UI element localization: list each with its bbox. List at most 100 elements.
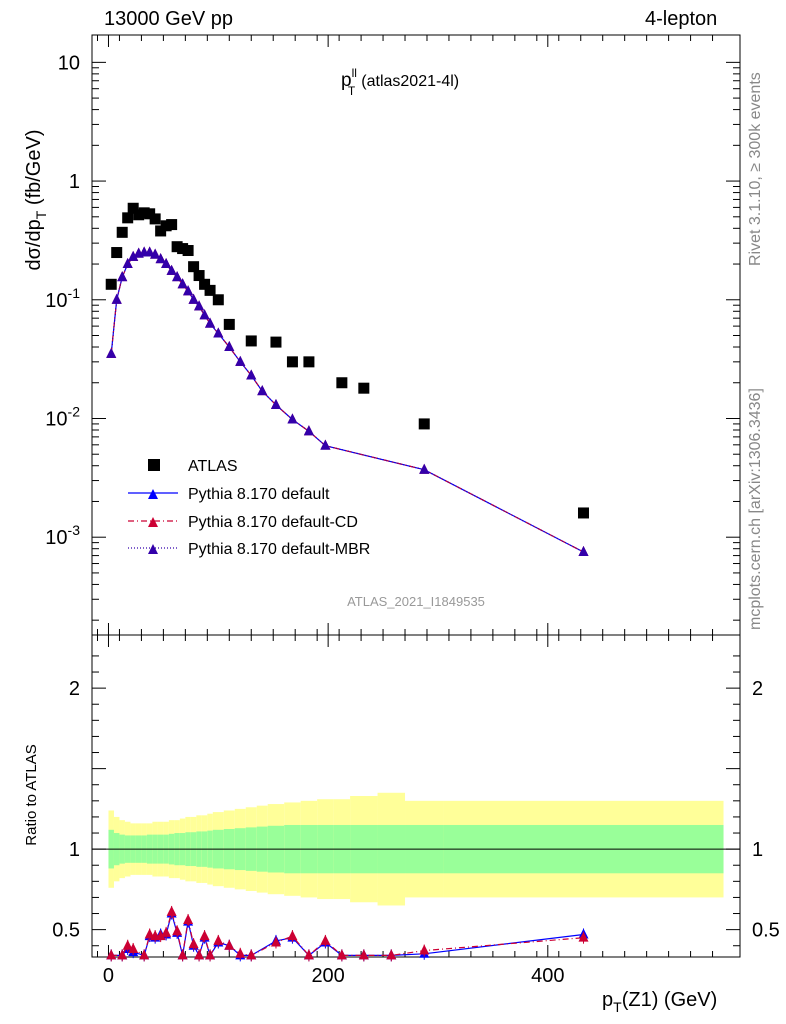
ratio-point — [183, 913, 194, 924]
ratio-point — [194, 949, 205, 960]
ratio-point — [161, 926, 172, 937]
y-tick-label: 10-1 — [45, 285, 80, 312]
ratio-point — [287, 930, 298, 941]
atlas-point — [122, 212, 134, 224]
y-tick-label: 10-3 — [45, 522, 80, 549]
ratio-point — [213, 934, 224, 945]
atlas-point — [188, 261, 200, 273]
ratio-point — [106, 949, 117, 960]
mc-point — [111, 293, 122, 304]
x-axis-title: pT(Z1) (GeV) — [602, 989, 717, 1015]
atlas-point — [286, 356, 298, 368]
ratio-point — [235, 947, 246, 958]
ratio-point — [199, 930, 210, 941]
y-tick-label: 10 — [58, 52, 80, 74]
mc-point — [213, 327, 224, 338]
y-tick-label: 1 — [69, 171, 80, 193]
atlas-point — [212, 294, 224, 306]
ratio-point — [128, 942, 139, 953]
mc-point — [172, 271, 183, 282]
mc-line-2 — [110, 251, 584, 553]
ratio-point — [188, 938, 199, 949]
header-left: 13000 GeV pp — [104, 8, 233, 30]
ratio-point — [358, 949, 369, 960]
atlas-point — [166, 219, 178, 231]
ratio-y-tick-label-right: 0.5 — [752, 920, 780, 942]
ratio-point — [246, 949, 257, 960]
mc-point — [177, 278, 188, 289]
atlas-point — [303, 356, 315, 368]
ratio-point — [320, 934, 331, 945]
ratio-line-1 — [111, 909, 584, 958]
mc-point — [303, 425, 314, 436]
ratio-point — [166, 905, 177, 916]
legend-label-default: Pythia 8.170 default — [188, 486, 330, 503]
ratio-y-tick-label: 2 — [69, 678, 80, 700]
atlas-point — [204, 284, 216, 296]
ratio-point — [419, 944, 430, 955]
mc-point — [419, 463, 430, 474]
ratio-line-0 — [111, 911, 584, 957]
ratio-point — [386, 949, 397, 960]
legend-label-mbr: Pythia 8.170 default-MBR — [188, 541, 370, 558]
mc-point — [117, 271, 128, 282]
mc-line-0 — [110, 251, 584, 553]
header-right: 4-lepton — [645, 8, 718, 30]
atlas-point — [182, 245, 194, 257]
atlas-point — [577, 507, 589, 519]
legend-marker-atlas — [148, 459, 160, 471]
mc-point — [166, 264, 177, 275]
mc-point — [257, 385, 268, 396]
ratio-y-tick-label-right: 1 — [752, 839, 763, 861]
mc-point — [183, 285, 194, 296]
ratio-point — [122, 939, 133, 950]
mc-point — [246, 369, 257, 380]
mc-point — [106, 347, 117, 358]
atlas-point — [245, 335, 257, 347]
legend-label-cd: Pythia 8.170 default-CD — [188, 514, 358, 531]
atlas-point — [116, 226, 128, 238]
mc-point — [235, 355, 246, 366]
mc-point — [205, 317, 216, 328]
ratio-point — [117, 949, 128, 960]
legend-label-atlas: ATLAS — [188, 458, 238, 475]
atlas-point — [358, 382, 370, 394]
ratio-y-tick-label: 1 — [69, 839, 80, 861]
ratio-point — [172, 925, 183, 936]
mc-point — [287, 413, 298, 424]
ratio-point — [205, 949, 216, 960]
atlas-point — [149, 213, 161, 225]
mc-point — [155, 253, 166, 264]
legend-marker-cd — [148, 517, 158, 527]
main-axes: 10 1 10-1 10-2 10-3 — [45, 35, 740, 957]
analysis-watermark: ATLAS_2021_I1849535 — [347, 594, 485, 609]
mc-point — [194, 300, 205, 311]
atlas-point — [336, 377, 348, 389]
atlas-point — [193, 270, 205, 282]
mc-point — [199, 309, 210, 320]
mc-point — [270, 398, 281, 409]
legend: ATLAS Pythia 8.170 default Pythia 8.170 … — [128, 458, 370, 558]
ratio-point — [155, 930, 166, 941]
mc-point — [161, 258, 172, 269]
ratio-point — [139, 949, 150, 960]
x-tick-label: 400 — [531, 965, 564, 987]
atlas-point — [105, 278, 117, 290]
mc-point — [320, 439, 331, 450]
atlas-point — [270, 336, 282, 348]
ratio-point — [224, 939, 235, 950]
mc-line-1 — [110, 251, 584, 553]
mc-point — [122, 258, 133, 269]
x-tick-label: 200 — [311, 965, 344, 987]
mcplots-label: mcplots.cern.ch [arXiv:1306.3436] — [747, 388, 764, 630]
ratio-axes: 0 200 400 0.5 0.5 1 1 2 2 — [52, 635, 780, 987]
legend-marker-default — [148, 489, 158, 499]
atlas-point — [111, 247, 123, 259]
main-y-axis-title: dσ/dpT (fb/GeV) — [23, 130, 49, 271]
main-series — [105, 202, 589, 557]
ratio-y-tick-label: 0.5 — [52, 920, 80, 942]
mc-point — [150, 248, 161, 259]
ratio-panel-frame — [91, 634, 741, 958]
mc-point — [188, 293, 199, 304]
